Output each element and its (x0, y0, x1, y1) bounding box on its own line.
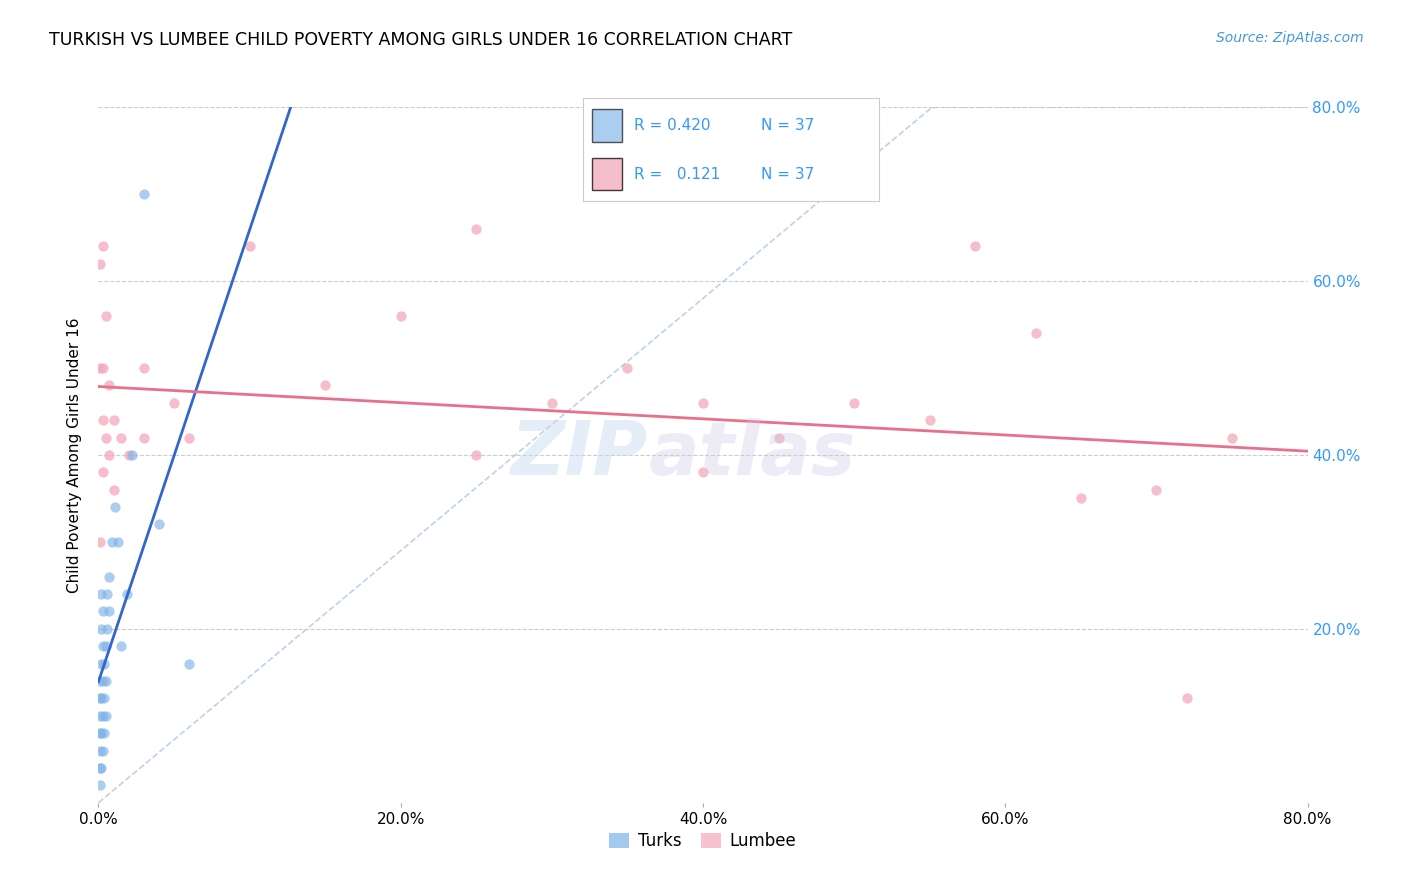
Point (616, 360, 638, 375)
Point (1220, 430, 1243, 444)
Point (89, 761, 111, 775)
Point (115, 587, 138, 601)
Point (94, 430, 117, 444)
Point (89, 674, 111, 689)
Point (94, 708, 117, 723)
Point (91, 360, 114, 375)
Legend: Turks, Lumbee: Turks, Lumbee (603, 826, 803, 857)
Point (96, 622, 118, 636)
Point (89, 708, 111, 723)
Point (94, 639, 117, 653)
Point (101, 534, 124, 549)
Point (132, 430, 155, 444)
Point (89, 360, 111, 375)
Point (90, 726, 112, 740)
Point (91, 466, 114, 480)
FancyBboxPatch shape (592, 110, 621, 142)
Point (91, 708, 114, 723)
Point (89, 726, 111, 740)
Point (89, 534, 111, 549)
Point (118, 448, 141, 462)
Text: N = 37: N = 37 (761, 167, 814, 182)
Point (89, 744, 111, 758)
Point (90, 691, 112, 706)
Point (179, 430, 201, 444)
Point (1175, 691, 1198, 706)
Point (465, 448, 488, 462)
Text: N = 37: N = 37 (761, 119, 814, 133)
Point (465, 221, 488, 235)
Point (121, 448, 143, 462)
Point (90, 657, 112, 671)
Point (768, 430, 790, 444)
Point (98, 570, 121, 584)
Point (107, 534, 129, 549)
Point (91, 639, 114, 653)
Point (1024, 326, 1046, 340)
Point (94, 309, 117, 323)
Point (103, 413, 125, 427)
Point (98, 448, 121, 462)
Point (93, 657, 115, 671)
Point (918, 413, 941, 427)
Point (98, 605, 121, 619)
Point (132, 187, 155, 202)
Point (1144, 483, 1167, 497)
Point (692, 395, 714, 409)
Text: Source: ZipAtlas.com: Source: ZipAtlas.com (1216, 31, 1364, 45)
Point (1070, 491, 1092, 506)
Point (91, 413, 114, 427)
Point (110, 639, 132, 653)
Point (90, 622, 112, 636)
Point (163, 395, 186, 409)
Point (692, 466, 714, 480)
Point (93, 691, 115, 706)
Point (239, 239, 262, 253)
Point (540, 395, 562, 409)
Point (314, 378, 336, 392)
Text: ZIP: ZIP (512, 418, 648, 491)
Point (179, 657, 201, 671)
Point (89, 778, 111, 793)
Point (91, 239, 114, 253)
Text: R = 0.420: R = 0.420 (634, 119, 710, 133)
Point (90, 587, 112, 601)
Point (132, 360, 155, 375)
Point (110, 430, 132, 444)
Point (389, 309, 412, 323)
Point (94, 674, 117, 689)
Point (148, 517, 170, 532)
Text: TURKISH VS LUMBEE CHILD POVERTY AMONG GIRLS UNDER 16 CORRELATION CHART: TURKISH VS LUMBEE CHILD POVERTY AMONG GI… (49, 31, 793, 49)
Point (93, 726, 115, 740)
Point (965, 239, 987, 253)
Text: atlas: atlas (648, 418, 856, 491)
FancyBboxPatch shape (592, 158, 621, 190)
Point (89, 691, 111, 706)
Point (96, 587, 118, 601)
Point (844, 395, 866, 409)
Point (91, 744, 114, 758)
Point (89, 257, 111, 271)
Text: R =   0.121: R = 0.121 (634, 167, 720, 182)
Point (90, 761, 112, 775)
Point (103, 483, 125, 497)
Point (98, 378, 121, 392)
Y-axis label: Child Poverty Among Girls Under 16: Child Poverty Among Girls Under 16 (67, 318, 83, 592)
Point (91, 605, 114, 619)
Point (91, 674, 114, 689)
Point (104, 500, 127, 514)
